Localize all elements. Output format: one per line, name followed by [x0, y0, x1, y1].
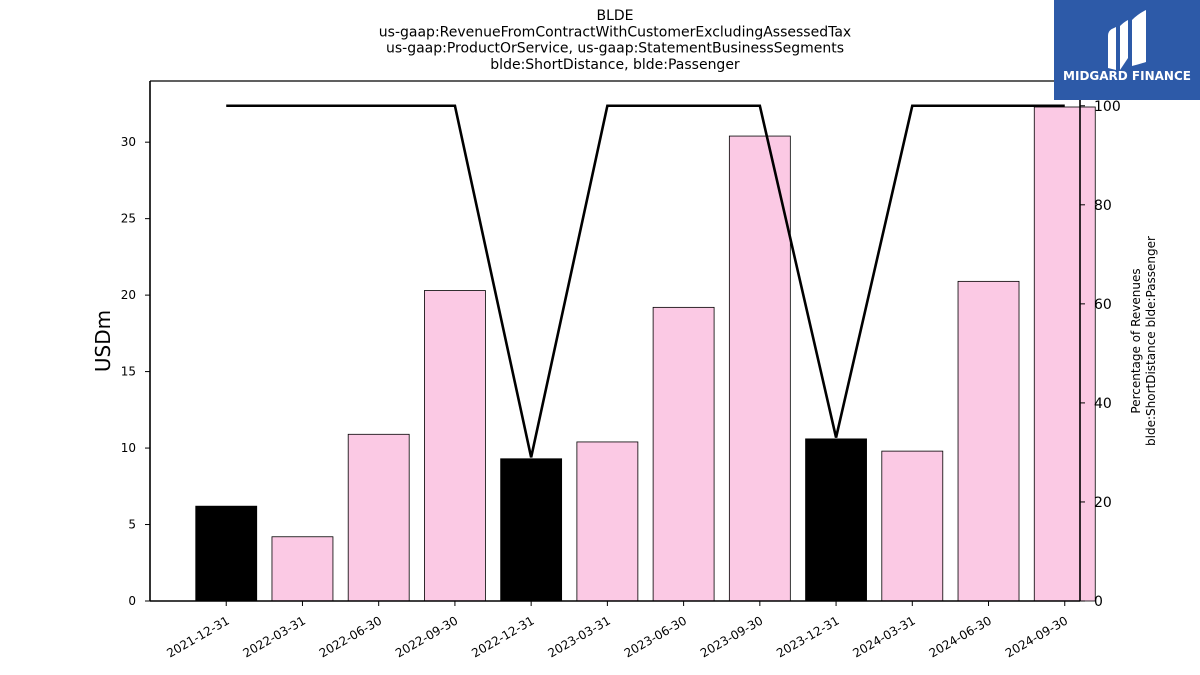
- y-tick-label: 0: [128, 594, 136, 608]
- y-axis-label: USDm: [91, 310, 115, 372]
- midgard-finance-logo: MIDGARD FINANCE: [1054, 0, 1200, 100]
- x-tick-label: 2022-09-30: [393, 613, 460, 660]
- x-tick-label: 2022-06-30: [317, 613, 384, 660]
- y-tick-label: 15: [121, 365, 136, 379]
- logo-mark-icon: [1108, 10, 1146, 70]
- bar: [652, 306, 715, 602]
- chart-title: BLDEus-gaap:RevenueFromContractWithCusto…: [379, 8, 851, 73]
- y-tick-label: 5: [128, 518, 136, 532]
- y-tick-label: 25: [121, 212, 136, 226]
- y-axis-label-right-line: blde:ShortDistance blde:Passenger: [1144, 236, 1158, 446]
- bar: [424, 290, 486, 602]
- y-tick-label: 10: [121, 441, 136, 455]
- x-tick-label: 2024-03-31: [850, 613, 917, 660]
- y-tick-label-right: 60: [1094, 297, 1112, 313]
- title-line: blde:ShortDistance, blde:Passenger: [490, 57, 740, 73]
- title-line: BLDE: [596, 8, 633, 24]
- bar: [881, 450, 944, 602]
- y-tick-label-right: 40: [1094, 396, 1112, 412]
- x-ticks: 2021-12-31 2022-03-31 2022-06-30 2022-09-30…: [164, 601, 1070, 660]
- y-axis-label-right: Percentage of Revenues blde:ShortDistance…: [1129, 236, 1158, 446]
- line-series-group: [226, 104, 1065, 458]
- x-tick-label: 2024-09-30: [1003, 613, 1070, 660]
- y-tick-label: 20: [121, 288, 136, 302]
- axes-group: [149, 80, 1081, 602]
- bar: [1033, 106, 1096, 602]
- bar: [271, 536, 334, 602]
- title-line: us-gaap:ProductOrService, us-gaap:Statem…: [386, 41, 844, 57]
- logo-text: MIDGARD FINANCE: [1063, 69, 1191, 83]
- bars-group: [195, 106, 1096, 602]
- x-tick-label: 2023-12-31: [774, 613, 841, 660]
- bar: [347, 433, 410, 602]
- x-tick-label: 2021-12-31: [164, 613, 231, 660]
- bar: [957, 280, 1020, 602]
- bar: [805, 438, 867, 602]
- bar: [195, 505, 258, 602]
- bar: [728, 135, 791, 602]
- y-tick-label-right: 0: [1094, 594, 1103, 610]
- y-tick-label: 30: [121, 135, 136, 149]
- y-tick-label-right: 100: [1094, 99, 1121, 115]
- x-tick-label: 2023-06-30: [622, 613, 689, 660]
- y-ticks-right: 0 20 40 60 80 100: [1080, 99, 1121, 610]
- x-tick-label: 2023-09-30: [698, 613, 765, 660]
- y-tick-label-right: 80: [1094, 198, 1112, 214]
- percentage-line: [226, 104, 1065, 458]
- x-tick-label: 2023-03-31: [545, 613, 612, 660]
- y-axis-label-right-line: Percentage of Revenues: [1129, 268, 1143, 413]
- x-tick-label: 2024-06-30: [927, 613, 994, 660]
- title-line: us-gaap:RevenueFromContractWithCustomerE…: [379, 24, 851, 40]
- bar: [576, 441, 639, 602]
- y-tick-label-right: 20: [1094, 495, 1112, 511]
- x-tick-label: 2022-03-31: [241, 613, 308, 660]
- x-tick-label: 2022-12-31: [469, 613, 536, 660]
- bar: [500, 458, 563, 602]
- y-ticks-left: 0 5 10 15 20 25 30: [121, 135, 150, 608]
